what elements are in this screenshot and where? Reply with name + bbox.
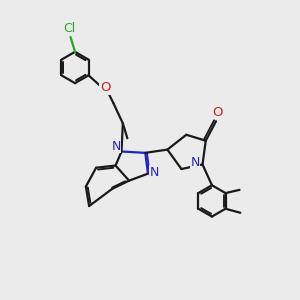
Text: N: N xyxy=(111,140,121,153)
Text: N: N xyxy=(190,157,200,169)
Text: N: N xyxy=(150,166,159,178)
Text: Cl: Cl xyxy=(63,22,75,35)
Text: O: O xyxy=(100,82,110,94)
Text: O: O xyxy=(212,106,223,119)
